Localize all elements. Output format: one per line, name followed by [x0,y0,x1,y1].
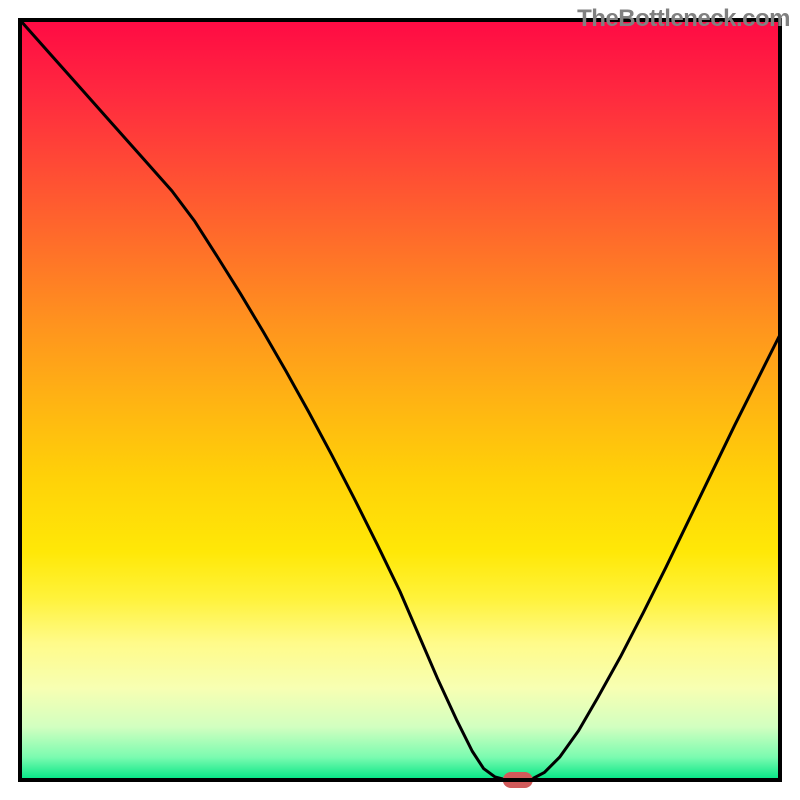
plot-background [20,20,780,780]
chart-container: { "watermark": { "text": "TheBottleneck.… [0,0,800,800]
watermark-text: TheBottleneck.com [577,5,790,33]
chart-svg [0,0,800,800]
